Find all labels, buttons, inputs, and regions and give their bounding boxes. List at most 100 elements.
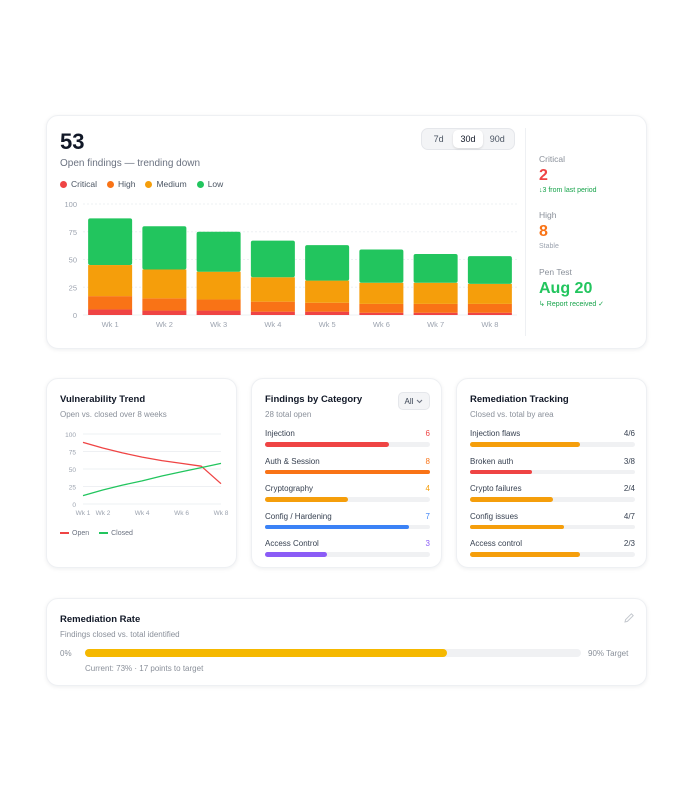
bar-segment-high [250,301,295,312]
list-item-bar [470,442,581,447]
bar-segment-critical [467,312,512,315]
range-7d-button[interactable]: 7d [433,134,444,144]
list-item: Injection flaws 4/6 [470,429,635,457]
list-item-track [265,552,430,557]
trend-y-tick-label: 50 [69,467,77,474]
list-item: Auth & Session 8 [265,457,430,485]
high-stat-note: Stable [539,243,559,250]
list-item-bar [265,469,430,474]
category-filter-dropdown[interactable]: All [398,392,430,410]
legend-closed: Closed [99,530,133,537]
x-tick-label: Wk 5 [319,320,336,329]
y-tick-label: 100 [64,200,77,209]
range-30d-button[interactable]: 30d [453,130,483,148]
pentest-stat: Pen Test Aug 20 ↳ Report received ✓ [539,267,604,308]
legend-open: Open [60,530,89,537]
bar-segment-medium [142,269,187,299]
findings-by-category-card: Findings by Category 28 total open All I… [251,378,442,568]
list-item-track [265,469,430,474]
high-stat-value: 8 [539,223,548,240]
critical-stat-label: Critical [539,154,565,164]
list-item-value: 2/4 [623,484,635,493]
list-item-label: Config / Hardening [265,511,332,521]
legend-closed-label: Closed [111,530,133,537]
list-item: Broken auth 3/8 [470,457,635,485]
list-item-bar [470,552,581,557]
list-item: Config issues 4/7 [470,512,635,540]
list-item-track [470,552,635,557]
critical-stat-value: 2 [539,167,548,184]
trend-line-chart: 0 25 50 75 100 Wk 1 Wk 2 Wk 4 Wk 6 Wk 8 [65,432,229,517]
legend-high-swatch [106,180,114,188]
bar-segment-critical [413,312,458,315]
pentest-stat-label: Pen Test [539,267,572,277]
list-item-bar [265,497,348,502]
list-item-label: Injection [265,429,295,438]
list-item-track [265,442,430,447]
pentest-stat-note: ↳ Report received ✓ [539,301,605,308]
trend-y-tick-label: 0 [72,502,76,509]
trend-legend: Open Closed [60,530,133,537]
list-item: Access control 2/3 [470,539,635,567]
list-item-track [470,497,635,502]
bar-segment-critical [305,311,350,315]
list-item-label: Access control [470,539,523,548]
list-item-track [470,469,635,474]
bar-segment-medium [467,283,512,304]
bar-segment-critical [142,310,187,315]
trend-title: Vulnerability Trend [60,394,146,405]
pentest-stat-value: Aug 20 [539,280,593,297]
legend-low-swatch [196,180,204,188]
open-findings-subtitle: Open findings — trending down [60,158,201,169]
bar-segment-low [467,256,512,284]
bar-segment-high [142,298,187,311]
y-tick-label: 0 [73,311,77,320]
bar-segment-medium [250,277,295,302]
trend-x-tick-label: Wk 6 [174,510,189,517]
list-item-bar [470,497,553,502]
list-item-label: Broken auth [470,456,514,466]
trend-x-tick-label: Wk 2 [96,510,111,517]
trend-x-tick-label: Wk 8 [214,510,229,517]
list-item-bar [265,524,410,529]
chevron-down-icon [417,399,423,403]
critical-stat: Critical 2 ↓3 from last period [539,154,597,194]
bar-segment-high [467,303,512,313]
rate-progress-track [85,649,581,657]
legend-medium: Medium [145,179,187,189]
list-item-label: Auth & Session [265,456,320,466]
legend-critical: Critical [60,179,97,189]
bar-segment-critical [359,312,404,315]
remediation-list: Injection flaws 4/6 Broken auth 3/8 Crypto f… [470,429,635,567]
trend-y-tick-label: 100 [65,432,76,439]
open-findings-card: 53 Open findings — trending down 7d 30d … [46,115,647,349]
bar-segment-high [196,299,241,311]
range-90d-button[interactable]: 90d [489,134,505,144]
list-item-bar [265,552,327,557]
rate-progress-fill [85,649,448,657]
trend-y-tick-label: 25 [69,485,77,492]
bar-segment-low [305,245,350,281]
stacked-bar-chart: 0 25 50 75 100 Wk 1 Wk 2 Wk 3 Wk 4 Wk 5 Wk 6 Wk 7 Wk… [64,200,517,329]
list-item-track [470,524,635,529]
legend-low-label: Low [207,179,224,189]
pencil-icon[interactable] [622,611,636,625]
bar-segment-medium [305,280,350,303]
legend-low: Low [196,179,224,189]
y-tick-label: 25 [69,283,77,292]
remediation-subtitle: Closed vs. total by area [470,410,554,419]
list-item-value: 3/8 [623,456,635,466]
x-tick-label: Wk 4 [264,320,281,329]
list-item-value: 4/7 [623,511,635,521]
remediation-rate-card: Remediation Rate Findings closed vs. tot… [46,598,647,686]
list-item-track [265,524,430,529]
y-tick-label: 75 [69,228,77,237]
bar-segment-critical [250,311,295,315]
bar-segment-critical [88,309,133,315]
trend-line-closed [82,462,222,497]
list-item: Cryptography 4 [265,484,430,512]
list-item-value: 3 [425,539,430,548]
legend-open-swatch [60,532,69,535]
category-filter-value: All [404,396,414,406]
list-item-value: 7 [425,511,430,521]
